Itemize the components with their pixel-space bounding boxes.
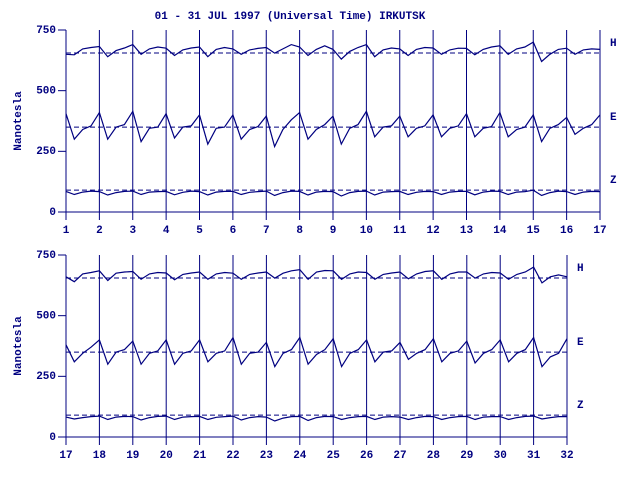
x-tick-label: 2 <box>96 225 103 237</box>
x-tick-label: 13 <box>460 225 474 237</box>
x-tick-label: 25 <box>327 450 341 462</box>
series-line <box>65 189 601 197</box>
series-line <box>65 41 601 63</box>
x-tick-label: 4 <box>163 225 170 237</box>
series-line <box>65 415 567 422</box>
x-tick-label: 28 <box>427 450 441 462</box>
x-tick-label: 19 <box>126 450 139 462</box>
x-tick-label: 30 <box>494 450 507 462</box>
x-tick-label: 20 <box>160 450 173 462</box>
series-line <box>65 336 568 369</box>
series-label: H <box>577 263 584 275</box>
x-tick-label: 22 <box>226 450 239 462</box>
x-tick-label: 27 <box>393 450 406 462</box>
x-tick-label: 16 <box>560 225 573 237</box>
x-tick-label: 26 <box>360 450 373 462</box>
x-tick-label: 12 <box>427 225 440 237</box>
series-label: E <box>610 112 617 124</box>
series-line <box>65 266 568 284</box>
y-tick-label: 250 <box>36 146 56 158</box>
x-tick-label: 17 <box>59 450 72 462</box>
x-tick-label: 14 <box>493 225 507 237</box>
x-tick-label: 3 <box>129 225 136 237</box>
x-tick-label: 17 <box>593 225 606 237</box>
y-axis-label: Nanotesla <box>13 91 25 151</box>
x-tick-label: 8 <box>296 225 303 237</box>
x-tick-label: 1 <box>63 225 70 237</box>
series-label: Z <box>577 400 584 412</box>
series-label: E <box>577 337 584 349</box>
series-line <box>65 109 601 149</box>
x-tick-label: 23 <box>260 450 274 462</box>
x-tick-label: 6 <box>230 225 237 237</box>
x-tick-label: 32 <box>560 450 573 462</box>
x-tick-label: 7 <box>263 225 270 237</box>
y-tick-label: 0 <box>49 207 56 219</box>
y-tick-label: 750 <box>36 25 56 37</box>
x-tick-label: 9 <box>330 225 337 237</box>
x-tick-label: 29 <box>460 450 473 462</box>
x-tick-label: 31 <box>527 450 541 462</box>
x-tick-label: 18 <box>93 450 107 462</box>
y-tick-label: 0 <box>49 432 56 444</box>
x-tick-label: 15 <box>527 225 541 237</box>
x-tick-label: 10 <box>360 225 373 237</box>
series-label: Z <box>610 175 617 187</box>
x-tick-label: 21 <box>193 450 207 462</box>
y-tick-label: 500 <box>36 311 56 323</box>
y-tick-label: 250 <box>36 371 56 383</box>
y-axis-label: Nanotesla <box>13 316 25 376</box>
x-tick-label: 24 <box>293 450 307 462</box>
series-label: H <box>610 38 617 50</box>
x-tick-label: 5 <box>196 225 203 237</box>
y-tick-label: 750 <box>36 250 56 262</box>
y-tick-label: 500 <box>36 86 56 98</box>
x-tick-label: 11 <box>393 225 407 237</box>
chart-title: 01 - 31 JUL 1997 (Universal Time) IRKUTS… <box>155 11 426 23</box>
